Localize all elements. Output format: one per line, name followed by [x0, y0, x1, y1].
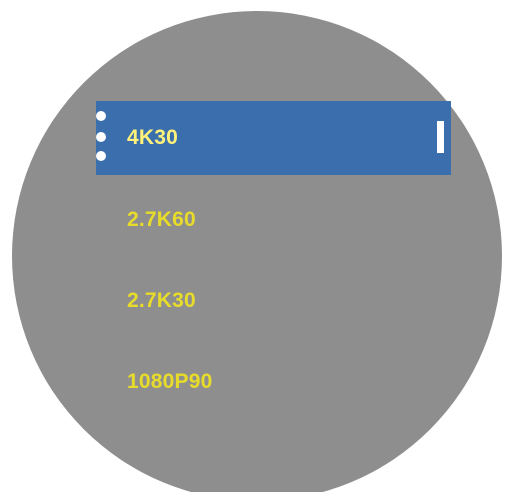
dot: [96, 111, 106, 121]
menu-item-label: 2.7K60: [127, 208, 196, 231]
round-display: [12, 11, 502, 492]
menu-item-4k30[interactable]: 4K30: [96, 101, 451, 175]
more-vertical-icon[interactable]: [96, 111, 108, 163]
menu-item-label: 4K30: [127, 126, 179, 149]
menu-item-1080p90[interactable]: 1080P90: [96, 345, 451, 419]
menu-item-label: 2.7K30: [127, 289, 196, 312]
scroll-indicator: [437, 121, 444, 153]
menu-item-2-7k30[interactable]: 2.7K30: [96, 264, 451, 338]
dot: [96, 132, 106, 142]
menu-item-2-7k60[interactable]: 2.7K60: [96, 183, 451, 257]
dot: [96, 151, 106, 161]
menu-item-label: 1080P90: [127, 370, 213, 393]
